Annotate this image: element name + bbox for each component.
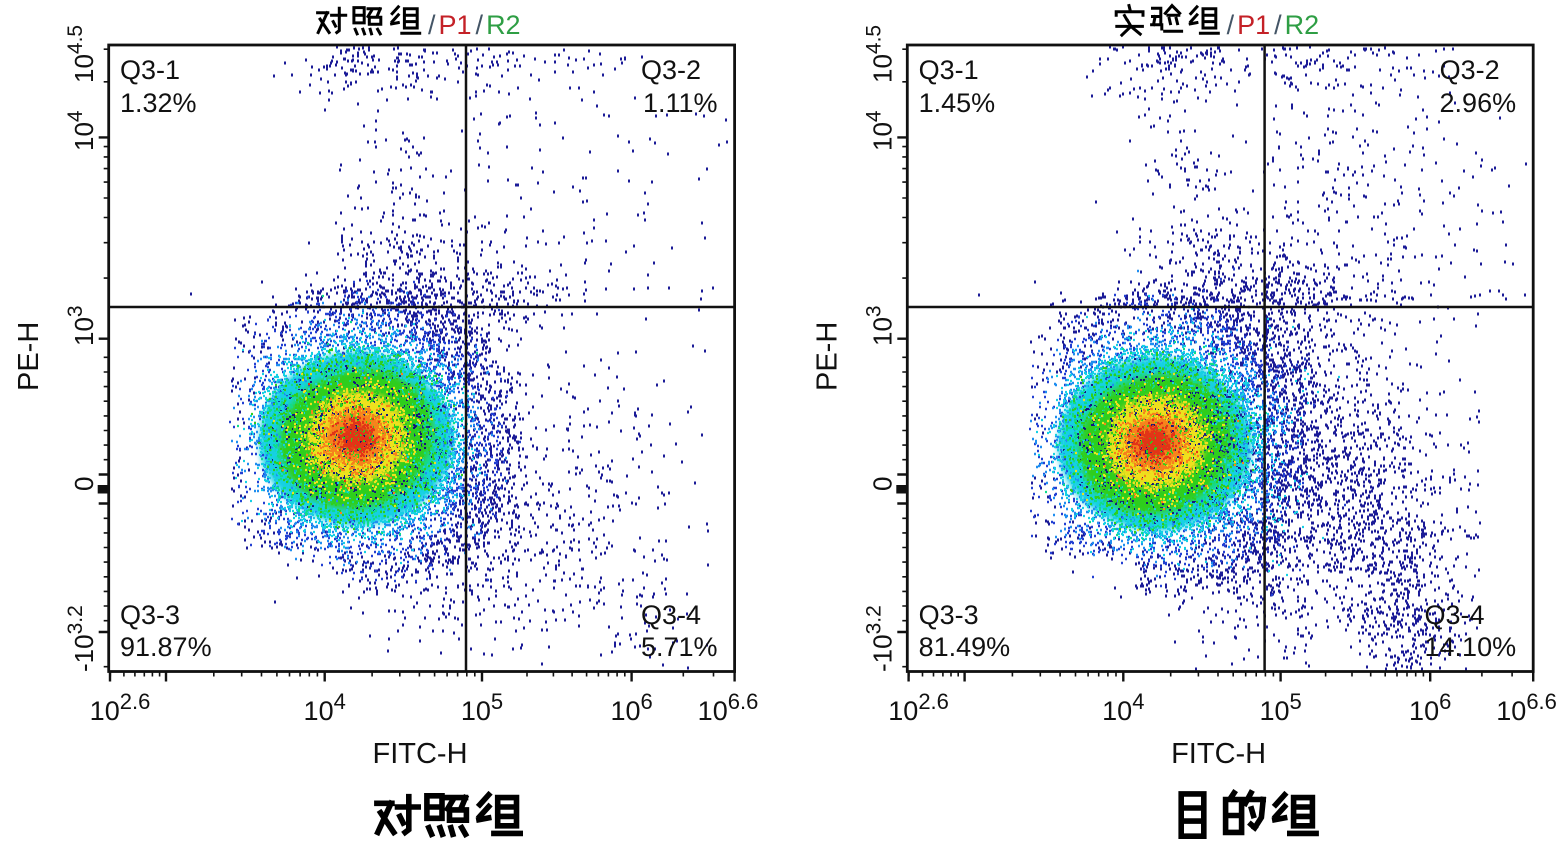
svg-text:5.71%: 5.71% [641,632,718,662]
svg-text:FITC-H: FITC-H [1171,738,1266,770]
svg-text:0: 0 [868,477,898,491]
svg-text:81.49%: 81.49% [919,632,1011,662]
svg-text:Q3-4: Q3-4 [1425,600,1485,630]
svg-text:106.6: 106.6 [1496,689,1557,726]
svg-text:1.32%: 1.32% [120,88,197,118]
svg-text:Q3-1: Q3-1 [919,55,979,85]
svg-text:/P1/R2: / P1/R2 [428,10,521,40]
svg-text:Q3-3: Q3-3 [120,600,180,630]
svg-text:Q3-4: Q3-4 [641,600,701,630]
svg-text:PE-H: PE-H [13,322,45,391]
svg-text:91.87%: 91.87% [120,632,212,662]
svg-text:1.45%: 1.45% [919,88,996,118]
svg-text:FITC-H: FITC-H [372,738,467,770]
svg-text:PE-H: PE-H [812,322,844,391]
svg-text:14.10%: 14.10% [1425,632,1517,662]
svg-text:Q3-2: Q3-2 [1440,55,1500,85]
svg-text:104: 104 [1102,689,1144,726]
svg-text:2.96%: 2.96% [1440,88,1517,118]
svg-text:Q3-1: Q3-1 [120,55,180,85]
svg-text:0: 0 [69,477,99,491]
svg-text:Q3-3: Q3-3 [919,600,979,630]
svg-text:104: 104 [863,110,898,151]
svg-text:104: 104 [304,689,346,726]
svg-text:1.11%: 1.11% [643,88,718,118]
svg-text:Q3-2: Q3-2 [641,55,701,85]
